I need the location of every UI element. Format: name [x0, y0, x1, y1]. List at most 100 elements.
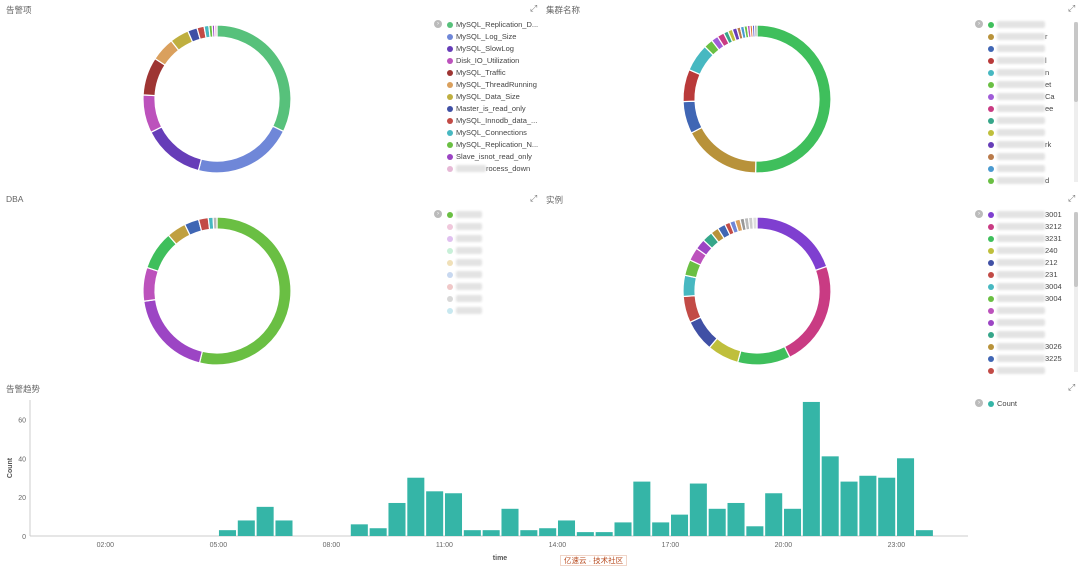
legend-item[interactable]: MySQL_SlowLog	[447, 44, 538, 56]
legend-item[interactable]: 3212	[988, 222, 1062, 234]
legend-item[interactable]: 3026	[988, 342, 1062, 354]
legend-item-count[interactable]: Count	[988, 399, 1017, 411]
legend-toggle-icon[interactable]: ›	[975, 399, 983, 407]
legend-item[interactable]: 3004	[988, 294, 1062, 306]
legend-item[interactable]: 3001	[988, 210, 1062, 222]
donut-slice[interactable]	[146, 234, 178, 272]
bar[interactable]	[463, 530, 481, 536]
bar[interactable]	[275, 520, 293, 536]
legend-item[interactable]: ee	[988, 104, 1055, 116]
expand-icon[interactable]: ⤢	[1068, 3, 1076, 13]
donut-slice[interactable]	[212, 216, 218, 230]
bar[interactable]	[652, 522, 670, 536]
legend-item[interactable]	[988, 164, 1055, 176]
legend-item[interactable]	[447, 258, 482, 270]
legend-item[interactable]: n	[988, 68, 1055, 80]
legend-item[interactable]	[988, 128, 1055, 140]
bar[interactable]	[708, 508, 726, 536]
legend-item[interactable]	[447, 306, 482, 318]
bar[interactable]	[595, 532, 613, 536]
bar[interactable]	[218, 530, 236, 536]
bar[interactable]	[557, 520, 576, 536]
legend-item[interactable]	[988, 44, 1055, 56]
bar[interactable]	[350, 524, 368, 536]
bar[interactable]	[576, 532, 594, 536]
expand-icon[interactable]: ⤢	[1068, 382, 1076, 392]
bar[interactable]	[821, 456, 839, 536]
donut-slice[interactable]	[690, 126, 757, 174]
legend-scrollbar[interactable]	[1074, 212, 1078, 372]
legend-item[interactable]: MySQL_Replication_N...	[447, 140, 538, 152]
legend-item[interactable]	[988, 330, 1062, 342]
donut-slice[interactable]	[783, 265, 832, 359]
expand-icon[interactable]: ⤢	[530, 193, 538, 203]
bar[interactable]	[501, 508, 519, 536]
donut-slice[interactable]	[682, 274, 698, 298]
donut-slice[interactable]	[756, 216, 828, 272]
donut-slice[interactable]	[143, 298, 204, 364]
bar[interactable]	[765, 493, 783, 536]
expand-icon[interactable]: ⤢	[530, 3, 538, 13]
legend-item[interactable]	[447, 222, 482, 234]
legend-item[interactable]: 240	[988, 246, 1062, 258]
expand-icon[interactable]: ⤢	[1068, 193, 1076, 203]
donut-slice[interactable]	[150, 126, 203, 172]
donut-slice[interactable]	[752, 216, 758, 230]
legend-item[interactable]: 231	[988, 270, 1062, 282]
donut-slice[interactable]	[689, 316, 718, 349]
legend-item[interactable]	[447, 270, 482, 282]
donut-slice[interactable]	[754, 24, 758, 38]
bar[interactable]	[859, 475, 877, 536]
legend-item[interactable]: 212	[988, 258, 1062, 270]
donut-slice[interactable]	[197, 125, 285, 174]
bar[interactable]	[237, 520, 255, 536]
legend-item[interactable]: rocess_down	[447, 164, 538, 176]
bar[interactable]	[539, 528, 557, 536]
bar[interactable]	[369, 528, 387, 536]
legend-item[interactable]	[988, 366, 1062, 378]
bar[interactable]	[784, 508, 802, 536]
bar[interactable]	[878, 477, 896, 536]
legend-item[interactable]	[988, 20, 1055, 32]
donut-slice[interactable]	[754, 24, 832, 174]
legend-item[interactable]: 3231	[988, 234, 1062, 246]
donut-slice[interactable]	[682, 68, 701, 103]
donut-slice[interactable]	[682, 294, 702, 324]
legend-item[interactable]: Disk_IO_Utilization	[447, 56, 538, 68]
donut-slice[interactable]	[142, 57, 166, 97]
bar[interactable]	[727, 502, 745, 536]
bar[interactable]	[633, 481, 651, 536]
bar[interactable]	[614, 522, 632, 536]
legend-toggle-icon[interactable]: ›	[975, 20, 983, 28]
bar[interactable]	[840, 481, 858, 536]
legend-item[interactable]	[447, 282, 482, 294]
donut-slice[interactable]	[216, 24, 292, 133]
bar[interactable]	[915, 530, 933, 536]
donut-slice[interactable]	[682, 100, 703, 134]
legend-item[interactable]: l	[988, 56, 1055, 68]
legend-item[interactable]: MySQL_ThreadRunning	[447, 80, 538, 92]
legend-toggle-icon[interactable]: ›	[434, 20, 442, 28]
bar[interactable]	[482, 530, 500, 536]
legend-item[interactable]	[447, 294, 482, 306]
legend-item[interactable]	[988, 306, 1062, 318]
legend-item[interactable]: Master_is_read_only	[447, 104, 538, 116]
donut-slice[interactable]	[213, 24, 218, 38]
legend-item[interactable]: et	[988, 80, 1055, 92]
bar[interactable]	[426, 491, 444, 536]
legend-item[interactable]	[447, 210, 482, 222]
bar[interactable]	[520, 530, 538, 536]
bar[interactable]	[671, 514, 689, 536]
legend-item[interactable]	[988, 152, 1055, 164]
legend-toggle-icon[interactable]: ›	[434, 210, 442, 218]
bar[interactable]	[897, 458, 915, 536]
donut-slice[interactable]	[142, 266, 160, 302]
legend-item[interactable]: MySQL_Replication_D...	[447, 20, 538, 32]
donut-slice[interactable]	[736, 345, 791, 366]
legend-item[interactable]: r	[988, 32, 1055, 44]
legend-toggle-icon[interactable]: ›	[975, 210, 983, 218]
legend-item[interactable]: 3004	[988, 282, 1062, 294]
legend-item[interactable]: MySQL_Traffic	[447, 68, 538, 80]
bar[interactable]	[746, 526, 764, 536]
legend-item[interactable]: MySQL_Data_Size	[447, 92, 538, 104]
